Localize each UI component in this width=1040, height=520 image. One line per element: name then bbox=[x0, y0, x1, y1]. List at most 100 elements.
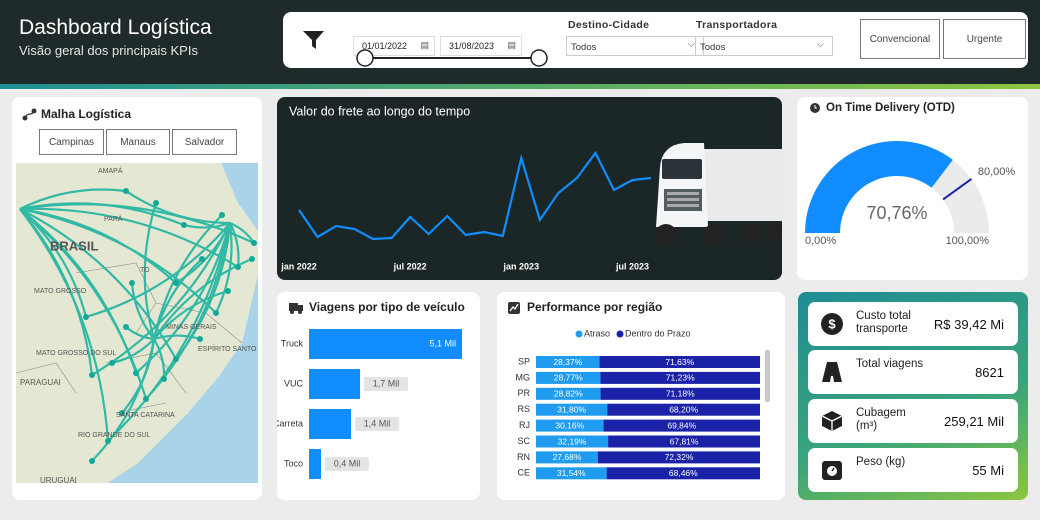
bar-segment bbox=[536, 371, 601, 384]
kpi-label: Cubagem (m³) bbox=[856, 407, 906, 432]
category-label: Truck bbox=[281, 338, 304, 348]
value-label: 0,4 Mil bbox=[334, 458, 361, 468]
map-label: RIO GRANDE DO SUL bbox=[78, 432, 150, 439]
subtitle: Visão geral dos principais KPIs bbox=[19, 43, 198, 58]
bar bbox=[309, 369, 360, 399]
route-point bbox=[199, 256, 205, 262]
transportadora-dropdown[interactable]: Todos ⌵ bbox=[695, 36, 833, 56]
route-point bbox=[181, 222, 187, 228]
route-point bbox=[143, 396, 149, 402]
route-point bbox=[197, 336, 203, 342]
route-point bbox=[105, 438, 111, 444]
gauge-panel: On Time Delivery (OTD) 80,00% 70,76% 0,00% 1… bbox=[797, 97, 1028, 280]
bar-segment bbox=[606, 467, 760, 480]
category-label: Carreta bbox=[277, 418, 303, 428]
date-end[interactable]: 31/08/2023 ▤ bbox=[440, 36, 522, 56]
value-label: 28,37% bbox=[553, 357, 582, 367]
stacked-panel: Performance por região Atraso Dentro do Pr… bbox=[497, 292, 785, 500]
legend-label: Atraso bbox=[584, 328, 610, 338]
scrollbar[interactable] bbox=[765, 350, 770, 402]
x-tick-label: jul 2022 bbox=[393, 261, 427, 271]
category-label: RN bbox=[517, 452, 530, 462]
map-icon bbox=[22, 108, 37, 121]
route-point bbox=[129, 280, 135, 286]
legend-marker bbox=[575, 330, 583, 338]
category-label: SP bbox=[518, 356, 530, 366]
kpi-value: 8621 bbox=[975, 364, 1004, 380]
map-label: MINAS GERAIS bbox=[166, 324, 217, 331]
value-label: 71,18% bbox=[666, 389, 695, 399]
value-label: 71,23% bbox=[666, 373, 695, 383]
value-label: 31,80% bbox=[557, 404, 586, 414]
bar-segment bbox=[536, 419, 604, 432]
kpi-label: Peso (kg) bbox=[856, 456, 906, 468]
chart-title: Valor do frete ao longo do tempo bbox=[289, 104, 470, 118]
chart-title: Viagens por tipo de veículo bbox=[309, 300, 465, 314]
bar-segment bbox=[607, 403, 760, 416]
bar-segment bbox=[600, 387, 760, 400]
kpi-value: 55 Mi bbox=[972, 462, 1004, 478]
target-label: 80,00% bbox=[978, 166, 1016, 178]
bar bbox=[309, 409, 351, 439]
map[interactable]: AMAPÁ PARÁ BRASIL TO MATO GROSSO MINAS GERAIS… bbox=[16, 163, 258, 483]
category-label: PR bbox=[517, 388, 530, 398]
route-point bbox=[235, 264, 241, 270]
transportadora-label: Transportadora bbox=[696, 19, 778, 31]
gauge-target bbox=[942, 178, 973, 201]
route-point bbox=[173, 356, 179, 362]
chart-icon bbox=[508, 302, 520, 314]
bar-segment bbox=[536, 387, 601, 400]
map-label: MATO GROSSO bbox=[34, 288, 87, 295]
chart-title: Performance por região bbox=[527, 300, 662, 314]
destino-dropdown[interactable]: Todos ⌵ bbox=[566, 36, 704, 56]
route-point bbox=[251, 240, 257, 246]
route-point bbox=[109, 360, 115, 366]
map-label: PARAGUAI bbox=[20, 378, 61, 387]
value-label: 71,63% bbox=[665, 357, 694, 367]
route-point bbox=[89, 458, 95, 464]
value-label: 32,19% bbox=[558, 436, 587, 446]
map-label: ESPÍRITO SANTO bbox=[198, 344, 257, 353]
value-label: 30,16% bbox=[555, 420, 584, 430]
kpi-label: Custo total transporte bbox=[856, 310, 911, 335]
map-label: SANTA CATARINA bbox=[116, 412, 175, 419]
route-point bbox=[133, 370, 139, 376]
date-slider[interactable] bbox=[353, 48, 553, 68]
route-point bbox=[225, 288, 231, 294]
route-point bbox=[119, 410, 125, 416]
kpi-card: $ Custo total transporte R$ 39,42 Mi bbox=[808, 302, 1018, 346]
map-label: MATO GROSSO DO SUL bbox=[36, 350, 116, 357]
kpi-icon bbox=[822, 362, 842, 382]
value-label: 68,46% bbox=[669, 468, 698, 478]
filter-icon bbox=[303, 31, 324, 49]
route-point bbox=[249, 256, 255, 262]
category-label: MG bbox=[516, 372, 531, 382]
button[interactable]: Urgente bbox=[943, 19, 1026, 59]
button[interactable]: Campinas bbox=[39, 129, 104, 155]
bar-segment bbox=[536, 467, 607, 480]
route-point bbox=[161, 376, 167, 382]
value-label: 1,4 Mil bbox=[364, 418, 391, 428]
route-point bbox=[123, 324, 129, 330]
route-point bbox=[219, 212, 225, 218]
button[interactable]: Manaus bbox=[106, 129, 170, 155]
value-label: 69,84% bbox=[667, 420, 696, 430]
clock-icon bbox=[810, 103, 820, 113]
kpi-card: Cubagem (m³) 259,21 Mil bbox=[808, 399, 1018, 443]
category-label: RJ bbox=[519, 420, 530, 430]
line-chart: Valor do frete ao longo do tempo jan 2022… bbox=[280, 104, 784, 271]
route-point bbox=[89, 372, 95, 378]
bar-segment bbox=[536, 451, 599, 464]
title: Dashboard Logística bbox=[19, 16, 212, 39]
bar-segment bbox=[600, 371, 760, 384]
map-label: PARÁ bbox=[104, 214, 123, 223]
legend-label: Dentro do Prazo bbox=[625, 328, 691, 338]
value-label: 28,77% bbox=[554, 373, 583, 383]
button[interactable]: Salvador bbox=[172, 129, 237, 155]
value-label: 68,20% bbox=[669, 404, 698, 414]
date-start[interactable]: 01/01/2022 ▤ bbox=[353, 36, 435, 56]
value-label: 28,82% bbox=[554, 389, 583, 399]
value-label: 72,32% bbox=[665, 452, 694, 462]
button[interactable]: Convencional bbox=[860, 19, 940, 59]
